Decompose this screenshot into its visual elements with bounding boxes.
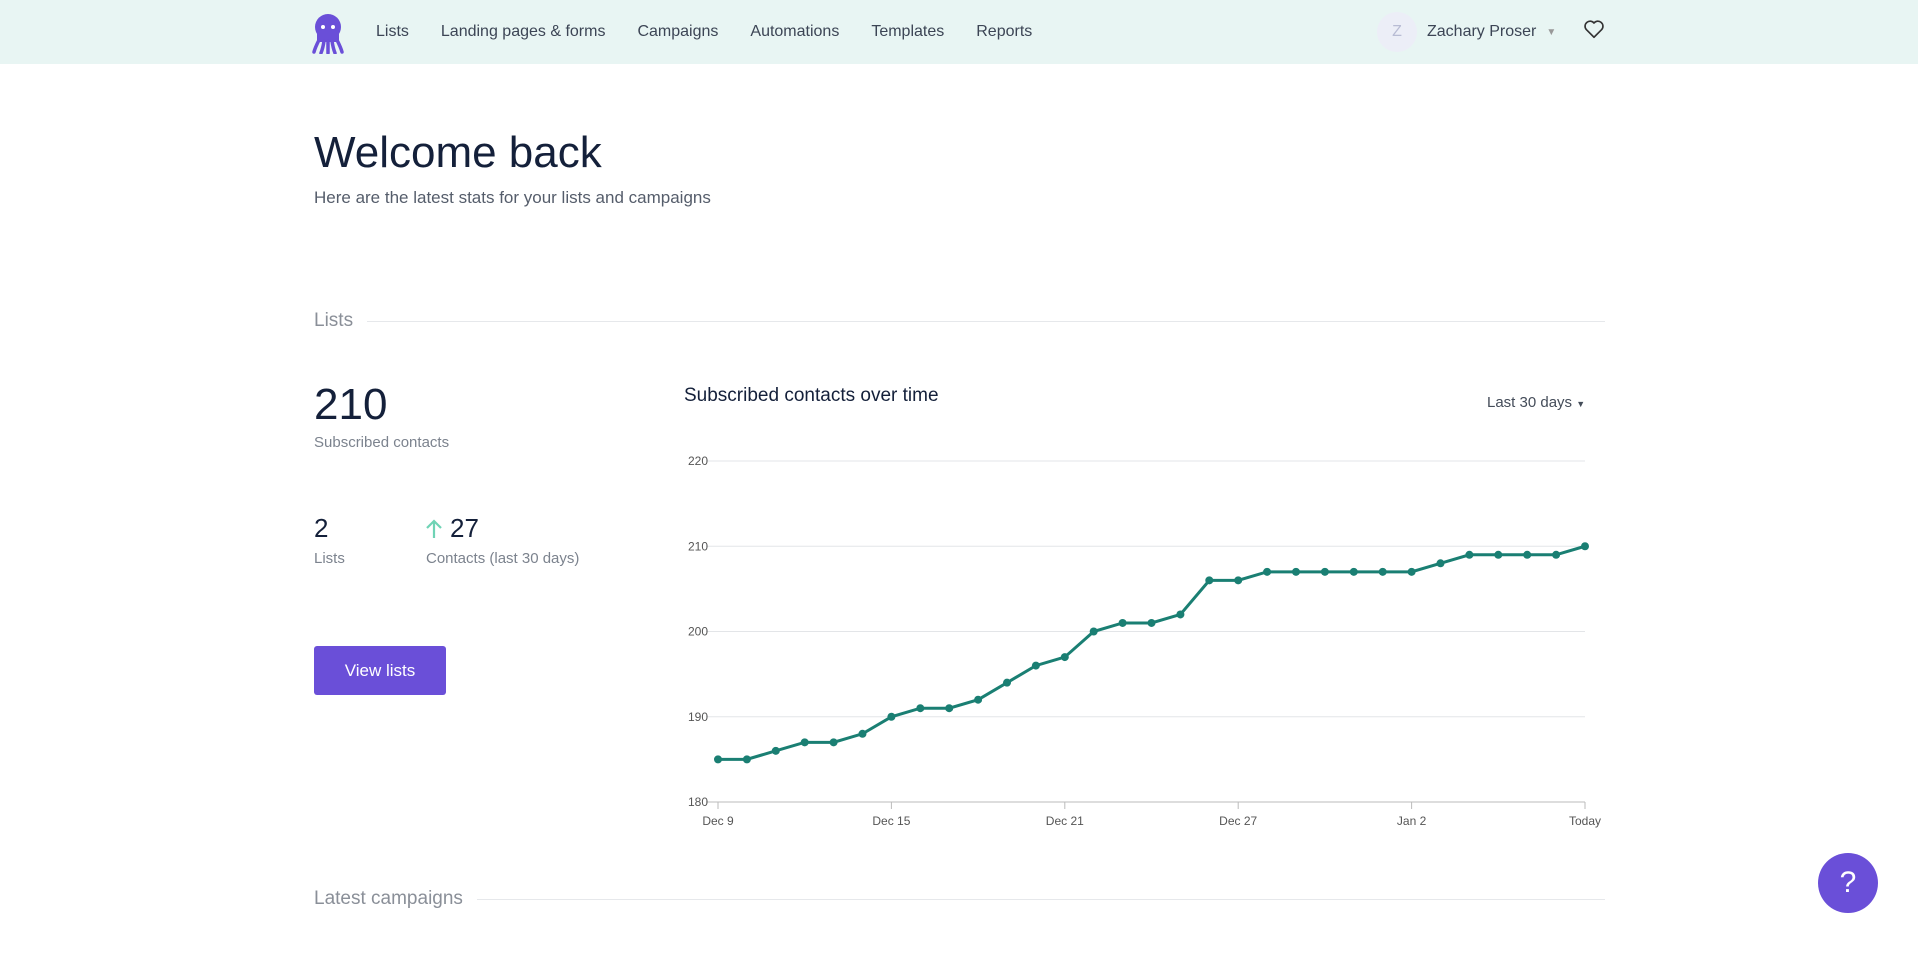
data-point (1031, 661, 1040, 670)
nav-reports[interactable]: Reports (976, 23, 1033, 40)
data-point (1552, 550, 1561, 559)
x-tick-label: Dec 27 (1219, 814, 1257, 828)
view-lists-button[interactable]: View lists (314, 646, 446, 695)
data-point (1292, 567, 1300, 576)
chart-title: Subscribed contacts over time (684, 385, 939, 406)
data-point (1089, 627, 1098, 636)
data-point (1205, 576, 1214, 585)
data-point (1118, 618, 1127, 627)
page-subtitle: Here are the latest stats for your lists… (314, 188, 711, 207)
nav-templates[interactable]: Templates (871, 23, 945, 40)
data-point (1378, 567, 1387, 576)
x-tick-label: Dec 15 (872, 814, 910, 828)
data-point (916, 704, 925, 713)
data-point (1494, 550, 1503, 559)
x-tick-label: Dec 21 (1046, 814, 1084, 828)
user-menu[interactable]: Z Zachary Proser ▼ (1377, 12, 1556, 52)
page-title: Welcome back (314, 128, 602, 177)
data-point (1465, 550, 1474, 559)
data-point (1436, 559, 1445, 568)
help-button[interactable]: ? (1818, 853, 1878, 913)
data-point (1176, 610, 1185, 619)
heart-icon[interactable] (1583, 18, 1605, 40)
x-tick-label: Jan 2 (1397, 814, 1427, 828)
section-title: Latest campaigns (314, 888, 463, 909)
subscribed-label: Subscribed contacts (314, 434, 450, 451)
data-point (1003, 678, 1011, 687)
data-point (1349, 567, 1358, 576)
y-tick-label: 190 (688, 710, 708, 724)
octopus-logo-icon[interactable] (312, 14, 344, 54)
line-chart: 180 190 200 210 220 Dec 9 Dec 15 Dec 21 Dec 27 Ja… (688, 454, 1601, 828)
lists-section-header: Lists (314, 310, 1605, 332)
nav-campaigns[interactable]: Campaigns (637, 23, 719, 40)
range-value: Last 30 days (1487, 394, 1573, 411)
user-name: Zachary Proser (1427, 23, 1537, 40)
contacts-30-label: Contacts (last 30 days) (426, 550, 580, 567)
contacts-30-count: 27 (450, 513, 479, 543)
data-point (800, 738, 809, 747)
lists-label: Lists (314, 550, 345, 567)
data-point (1523, 550, 1532, 559)
data-point (1060, 653, 1069, 662)
range-dropdown[interactable]: Last 30 days ▼ (1487, 394, 1585, 411)
data-point (1234, 576, 1243, 585)
data-point (1147, 618, 1156, 627)
section-title: Lists (314, 310, 354, 331)
nav-landing-pages[interactable]: Landing pages & forms (440, 23, 606, 40)
top-nav: Lists Landing pages & forms Campaigns Au… (0, 0, 1918, 64)
chevron-down-icon: ▼ (1576, 399, 1586, 409)
data-point (945, 704, 954, 713)
avatar: Z (1377, 12, 1417, 52)
data-point (858, 729, 867, 738)
subscribed-count: 210 (314, 380, 388, 429)
y-tick-label: 180 (688, 795, 708, 809)
nav-automations[interactable]: Automations (750, 23, 840, 40)
data-point (1407, 567, 1416, 576)
campaigns-section-header: Latest campaigns (314, 888, 1605, 910)
lists-count: 2 (314, 513, 329, 543)
y-tick-label: 210 (688, 539, 708, 553)
data-point (887, 712, 896, 721)
data-point (771, 746, 780, 755)
x-tick-label: Dec 9 (702, 814, 734, 828)
arrow-up-icon (426, 519, 442, 538)
x-tick-label: Today (1569, 814, 1601, 828)
data-point (1320, 567, 1329, 576)
y-tick-label: 200 (688, 625, 708, 639)
data-point (974, 695, 983, 704)
data-point (714, 755, 722, 764)
chevron-down-icon: ▼ (1546, 26, 1557, 38)
data-point (1263, 567, 1272, 576)
series-line (718, 544, 1586, 761)
y-tick-label: 220 (688, 454, 708, 468)
nav-lists[interactable]: Lists (376, 23, 409, 40)
data-point (829, 738, 838, 747)
data-point (742, 755, 751, 764)
data-point (1581, 542, 1589, 551)
